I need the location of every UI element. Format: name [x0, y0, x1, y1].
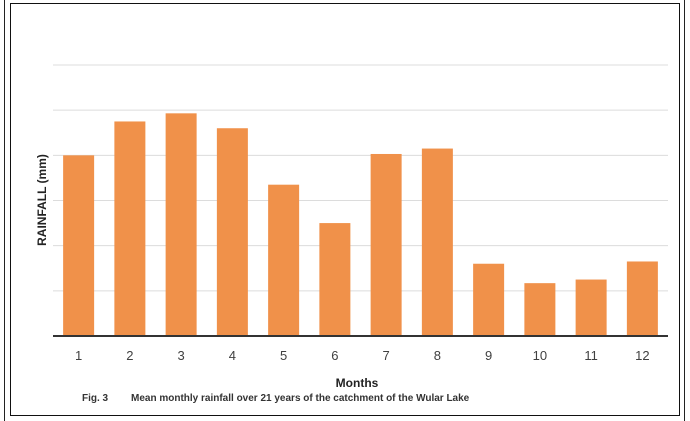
x-tick-label: 7 — [383, 348, 390, 363]
x-tick-label: 12 — [635, 348, 649, 363]
figure-number: Fig. 3 — [82, 393, 109, 404]
x-tick-label: 6 — [331, 348, 338, 363]
bar-month-8 — [421, 148, 453, 336]
outer-rule-left — [4, 0, 5, 421]
bar-month-6 — [319, 223, 351, 336]
bar-month-5 — [268, 184, 300, 336]
x-tick-label: 8 — [434, 348, 441, 363]
bar-month-1 — [63, 155, 95, 336]
bar-month-7 — [370, 153, 402, 336]
x-tick-label: 2 — [126, 348, 133, 363]
x-tick-label: 5 — [280, 348, 287, 363]
x-tick-label: 10 — [533, 348, 547, 363]
outer-rule-right — [684, 0, 685, 421]
x-tick-label: 11 — [584, 348, 598, 363]
bar-month-2 — [114, 121, 146, 336]
bar-month-12 — [626, 261, 658, 336]
x-tick-label: 9 — [485, 348, 492, 363]
figure-caption: Mean monthly rainfall over 21 years of t… — [131, 393, 470, 404]
bar-month-11 — [575, 279, 607, 336]
bar-month-9 — [473, 263, 505, 336]
x-tick-labels: 1 2 3 4 5 6 7 8 9 10 11 12 — [75, 348, 650, 363]
y-axis-title: RAINFALL (mm) — [35, 154, 49, 246]
gridlines — [53, 64, 668, 292]
bars — [63, 113, 658, 336]
bar-month-3 — [165, 113, 197, 336]
x-tick-label: 1 — [75, 348, 82, 363]
x-tick-label: 4 — [229, 348, 236, 363]
x-tick-label: 3 — [178, 348, 185, 363]
bar-month-10 — [524, 283, 556, 336]
bar-month-4 — [216, 128, 248, 336]
x-axis-title: Months — [336, 376, 379, 390]
